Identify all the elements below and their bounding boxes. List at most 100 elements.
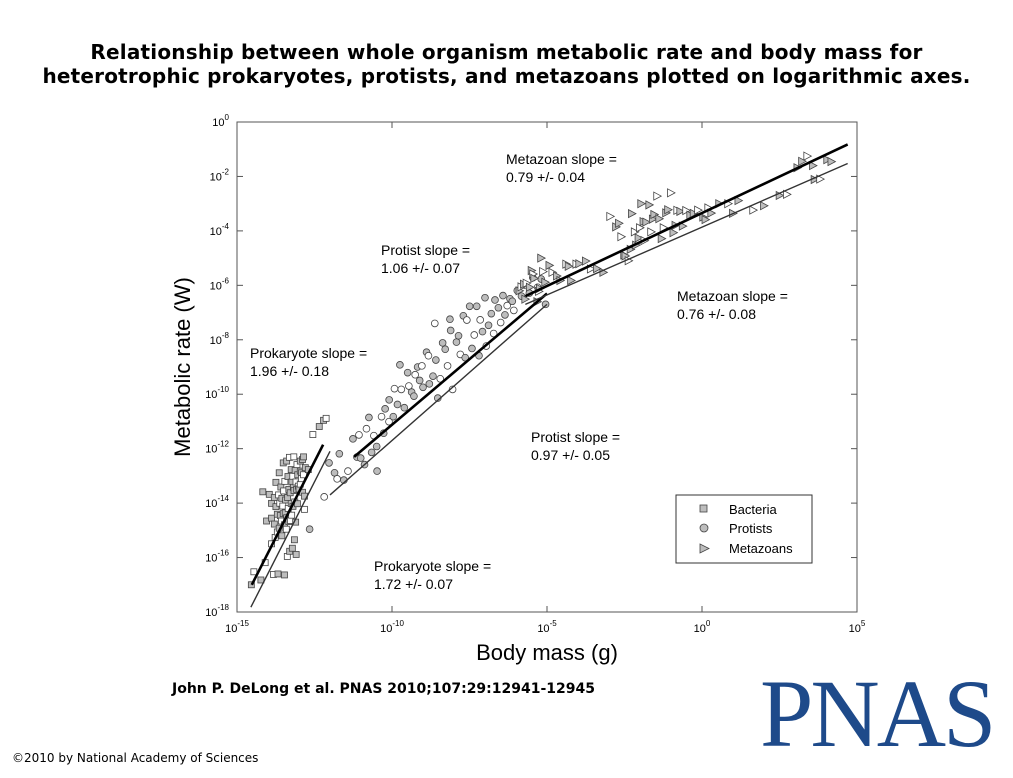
metazoans-point bbox=[615, 218, 624, 228]
y-tick-label-exponent: -2 bbox=[222, 167, 230, 176]
bacteria-point bbox=[301, 505, 308, 513]
slope-annotation-value: 0.97 +/- 0.05 bbox=[531, 447, 610, 463]
x-tick-label-exponent: 5 bbox=[861, 619, 866, 628]
metazoans-point bbox=[653, 191, 663, 201]
slope-annotation-title: Prokaryote slope = bbox=[374, 558, 491, 574]
copyright-notice: ©2010 by National Academy of Sciences bbox=[12, 751, 259, 765]
metazoans-point bbox=[734, 195, 744, 206]
protists-point bbox=[385, 396, 393, 404]
protists-point bbox=[385, 417, 393, 426]
slope-annotation-value: 1.96 +/- 0.18 bbox=[250, 363, 329, 379]
bacteria-point bbox=[281, 571, 288, 579]
protists-point bbox=[424, 351, 433, 360]
protists-point bbox=[438, 339, 447, 347]
y-tick-label-exponent: -6 bbox=[222, 276, 230, 285]
y-tick-label: 10-12 bbox=[205, 440, 229, 456]
fit-line bbox=[524, 143, 849, 298]
slope-annotation-value: 1.06 +/- 0.07 bbox=[381, 260, 460, 276]
protists-point bbox=[355, 431, 363, 439]
protists-point bbox=[367, 448, 376, 457]
protists-point bbox=[432, 356, 440, 364]
protists-point bbox=[365, 413, 373, 422]
x-tick-label-exponent: -10 bbox=[392, 619, 404, 628]
protists-point bbox=[441, 345, 449, 354]
protists-point bbox=[415, 376, 424, 385]
x-axis-label: Body mass (g) bbox=[476, 640, 618, 665]
legend: Bacteria Protists Metazoans bbox=[675, 494, 813, 564]
protists-point bbox=[487, 309, 496, 318]
bacteria-point bbox=[272, 503, 280, 511]
fit-line bbox=[250, 450, 331, 608]
metazoans-point bbox=[539, 266, 548, 277]
fit-line bbox=[353, 292, 548, 458]
protists-point bbox=[393, 400, 402, 409]
bacteria-point bbox=[309, 431, 317, 438]
fit-lines bbox=[250, 143, 849, 608]
y-tick-label: 10-16 bbox=[205, 549, 229, 565]
metazoans-point bbox=[582, 256, 591, 266]
y-tick-label-exponent: -10 bbox=[217, 385, 229, 394]
slope-annotation-title: Protist slope = bbox=[381, 242, 470, 258]
metazoans-point bbox=[575, 259, 585, 269]
protists-point bbox=[377, 412, 386, 421]
protists-point bbox=[389, 412, 398, 421]
metazoans-point bbox=[669, 228, 679, 238]
protists-point bbox=[454, 331, 463, 340]
protists-point bbox=[443, 362, 452, 370]
protists-point bbox=[403, 368, 412, 377]
legend-label-metazoans: Metazoans bbox=[729, 541, 793, 556]
bacteria-point bbox=[322, 414, 330, 422]
protists-point bbox=[419, 383, 427, 392]
protists-point bbox=[390, 384, 399, 393]
protists-point bbox=[335, 449, 344, 458]
y-tick-label-base: 10 bbox=[210, 171, 222, 183]
protists-point bbox=[481, 293, 489, 302]
protists-point bbox=[501, 311, 509, 319]
protists-point bbox=[508, 297, 517, 306]
y-tick-label-base: 10 bbox=[212, 117, 224, 129]
slope-annotation-title: Metazoan slope = bbox=[677, 288, 788, 304]
protists-point bbox=[446, 315, 454, 324]
y-tick-label-exponent: -16 bbox=[217, 549, 229, 558]
protists-point bbox=[499, 291, 507, 300]
y-tick-label: 10-14 bbox=[205, 494, 229, 510]
protists-point bbox=[410, 392, 418, 400]
legend-box bbox=[675, 494, 813, 564]
y-tick-label-exponent: -12 bbox=[217, 440, 229, 449]
protists-point bbox=[400, 403, 409, 412]
metazoans-point bbox=[647, 227, 657, 237]
protists-point bbox=[496, 318, 505, 327]
metazoans-point bbox=[541, 277, 551, 287]
protists-point bbox=[468, 344, 476, 353]
y-tick-label-base: 10 bbox=[210, 280, 222, 292]
y-tick-label-exponent: -14 bbox=[217, 494, 229, 503]
slide-title-line-1: Relationship between whole organism meta… bbox=[90, 40, 923, 64]
protists-point bbox=[463, 316, 471, 324]
metazoans-point bbox=[694, 205, 703, 215]
metazoans-point bbox=[606, 211, 616, 222]
protists-point bbox=[305, 525, 314, 534]
metazoans-point bbox=[707, 208, 717, 218]
metazoans-point bbox=[545, 260, 555, 271]
protists-point bbox=[425, 380, 434, 388]
protists-point bbox=[430, 319, 439, 328]
legend-label-protists: Protists bbox=[729, 521, 773, 536]
bacteria-point bbox=[259, 488, 267, 496]
protists-point bbox=[405, 382, 413, 390]
metazoans-point bbox=[645, 200, 655, 210]
slope-annotations: Metazoan slope = 0.79 +/- 0.04 Protist slo… bbox=[250, 151, 788, 592]
legend-marker-metazoans bbox=[699, 543, 710, 554]
protists-point bbox=[418, 362, 426, 370]
y-tick-label-exponent: -4 bbox=[222, 222, 230, 231]
y-tick-label-base: 10 bbox=[205, 607, 217, 619]
y-tick-label: 10-2 bbox=[210, 167, 230, 183]
y-tick-label: 10-10 bbox=[205, 385, 229, 401]
y-tick-label-base: 10 bbox=[205, 444, 217, 456]
protists-point bbox=[397, 385, 406, 394]
slope-annotation-title: Prokaryote slope = bbox=[250, 345, 367, 361]
bacteria-point bbox=[247, 581, 255, 589]
protists-point bbox=[461, 353, 470, 362]
metazoans-point bbox=[798, 156, 807, 166]
bacteria-point bbox=[282, 525, 290, 533]
protists-point bbox=[344, 467, 352, 475]
